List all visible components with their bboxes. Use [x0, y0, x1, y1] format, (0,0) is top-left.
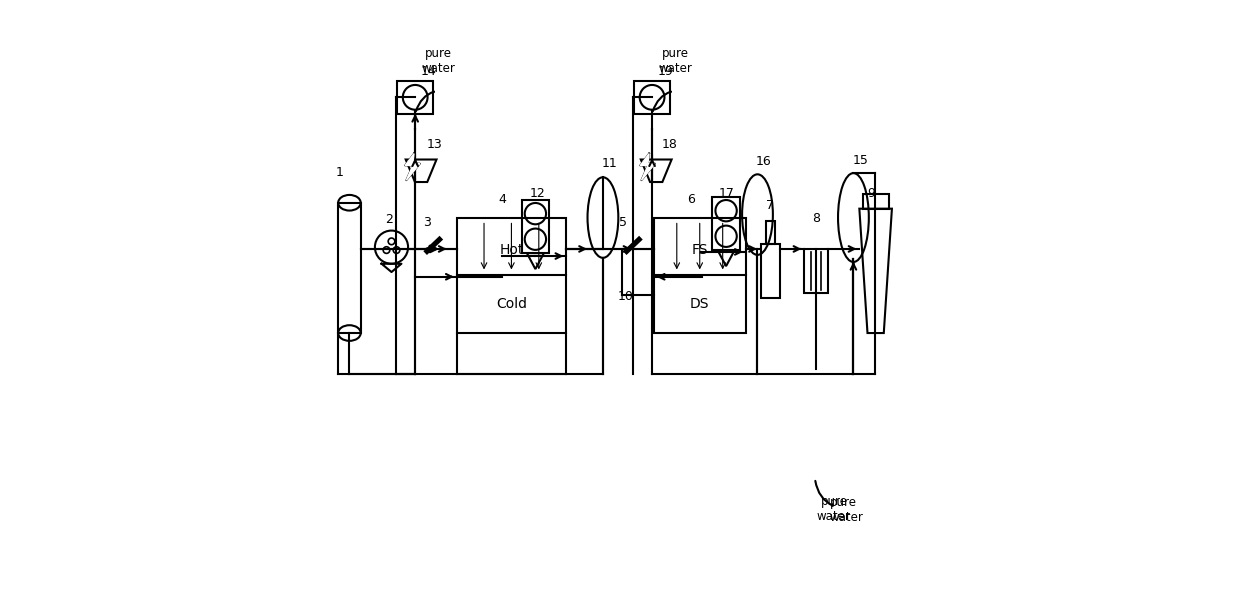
Bar — [766, 221, 774, 244]
FancyArrowPatch shape — [815, 481, 833, 506]
Text: 10: 10 — [618, 290, 633, 303]
Text: DS: DS — [690, 297, 710, 311]
Text: 9: 9 — [867, 187, 875, 200]
Text: 18: 18 — [662, 137, 678, 151]
Bar — [862, 194, 888, 209]
Bar — [761, 244, 781, 298]
Text: 15: 15 — [852, 154, 869, 167]
Text: 7: 7 — [767, 199, 774, 212]
Text: 11: 11 — [602, 157, 617, 170]
Text: 16: 16 — [756, 155, 772, 168]
Bar — [338, 203, 361, 333]
Text: 17: 17 — [719, 187, 735, 200]
Bar — [654, 218, 746, 333]
Bar — [457, 218, 566, 333]
Text: 4: 4 — [498, 193, 506, 206]
Bar — [712, 197, 740, 250]
Polygon shape — [641, 154, 655, 180]
Text: 2: 2 — [385, 214, 394, 227]
Text: pure
water: pure water — [817, 494, 851, 522]
Text: Cold: Cold — [496, 297, 527, 311]
Bar — [398, 81, 432, 114]
Text: 3: 3 — [422, 217, 431, 230]
Text: 14: 14 — [421, 65, 437, 79]
Text: 19: 19 — [658, 65, 674, 79]
Bar — [634, 81, 670, 114]
FancyArrowPatch shape — [653, 92, 670, 111]
Text: 5: 5 — [620, 217, 627, 230]
Text: 12: 12 — [529, 187, 545, 200]
Polygon shape — [405, 154, 420, 180]
Bar — [522, 200, 549, 253]
Text: 6: 6 — [688, 193, 695, 206]
Bar — [804, 249, 828, 293]
Text: pure
water: pure water — [422, 48, 456, 76]
Text: Hot: Hot — [499, 243, 524, 257]
Text: pure
water: pure water — [830, 496, 864, 524]
Text: FS: FS — [691, 243, 707, 257]
Text: 13: 13 — [427, 137, 442, 151]
Text: 8: 8 — [812, 212, 820, 226]
Text: 1: 1 — [336, 166, 343, 179]
FancyArrowPatch shape — [416, 92, 434, 111]
Text: pure
water: pure water — [659, 48, 693, 76]
